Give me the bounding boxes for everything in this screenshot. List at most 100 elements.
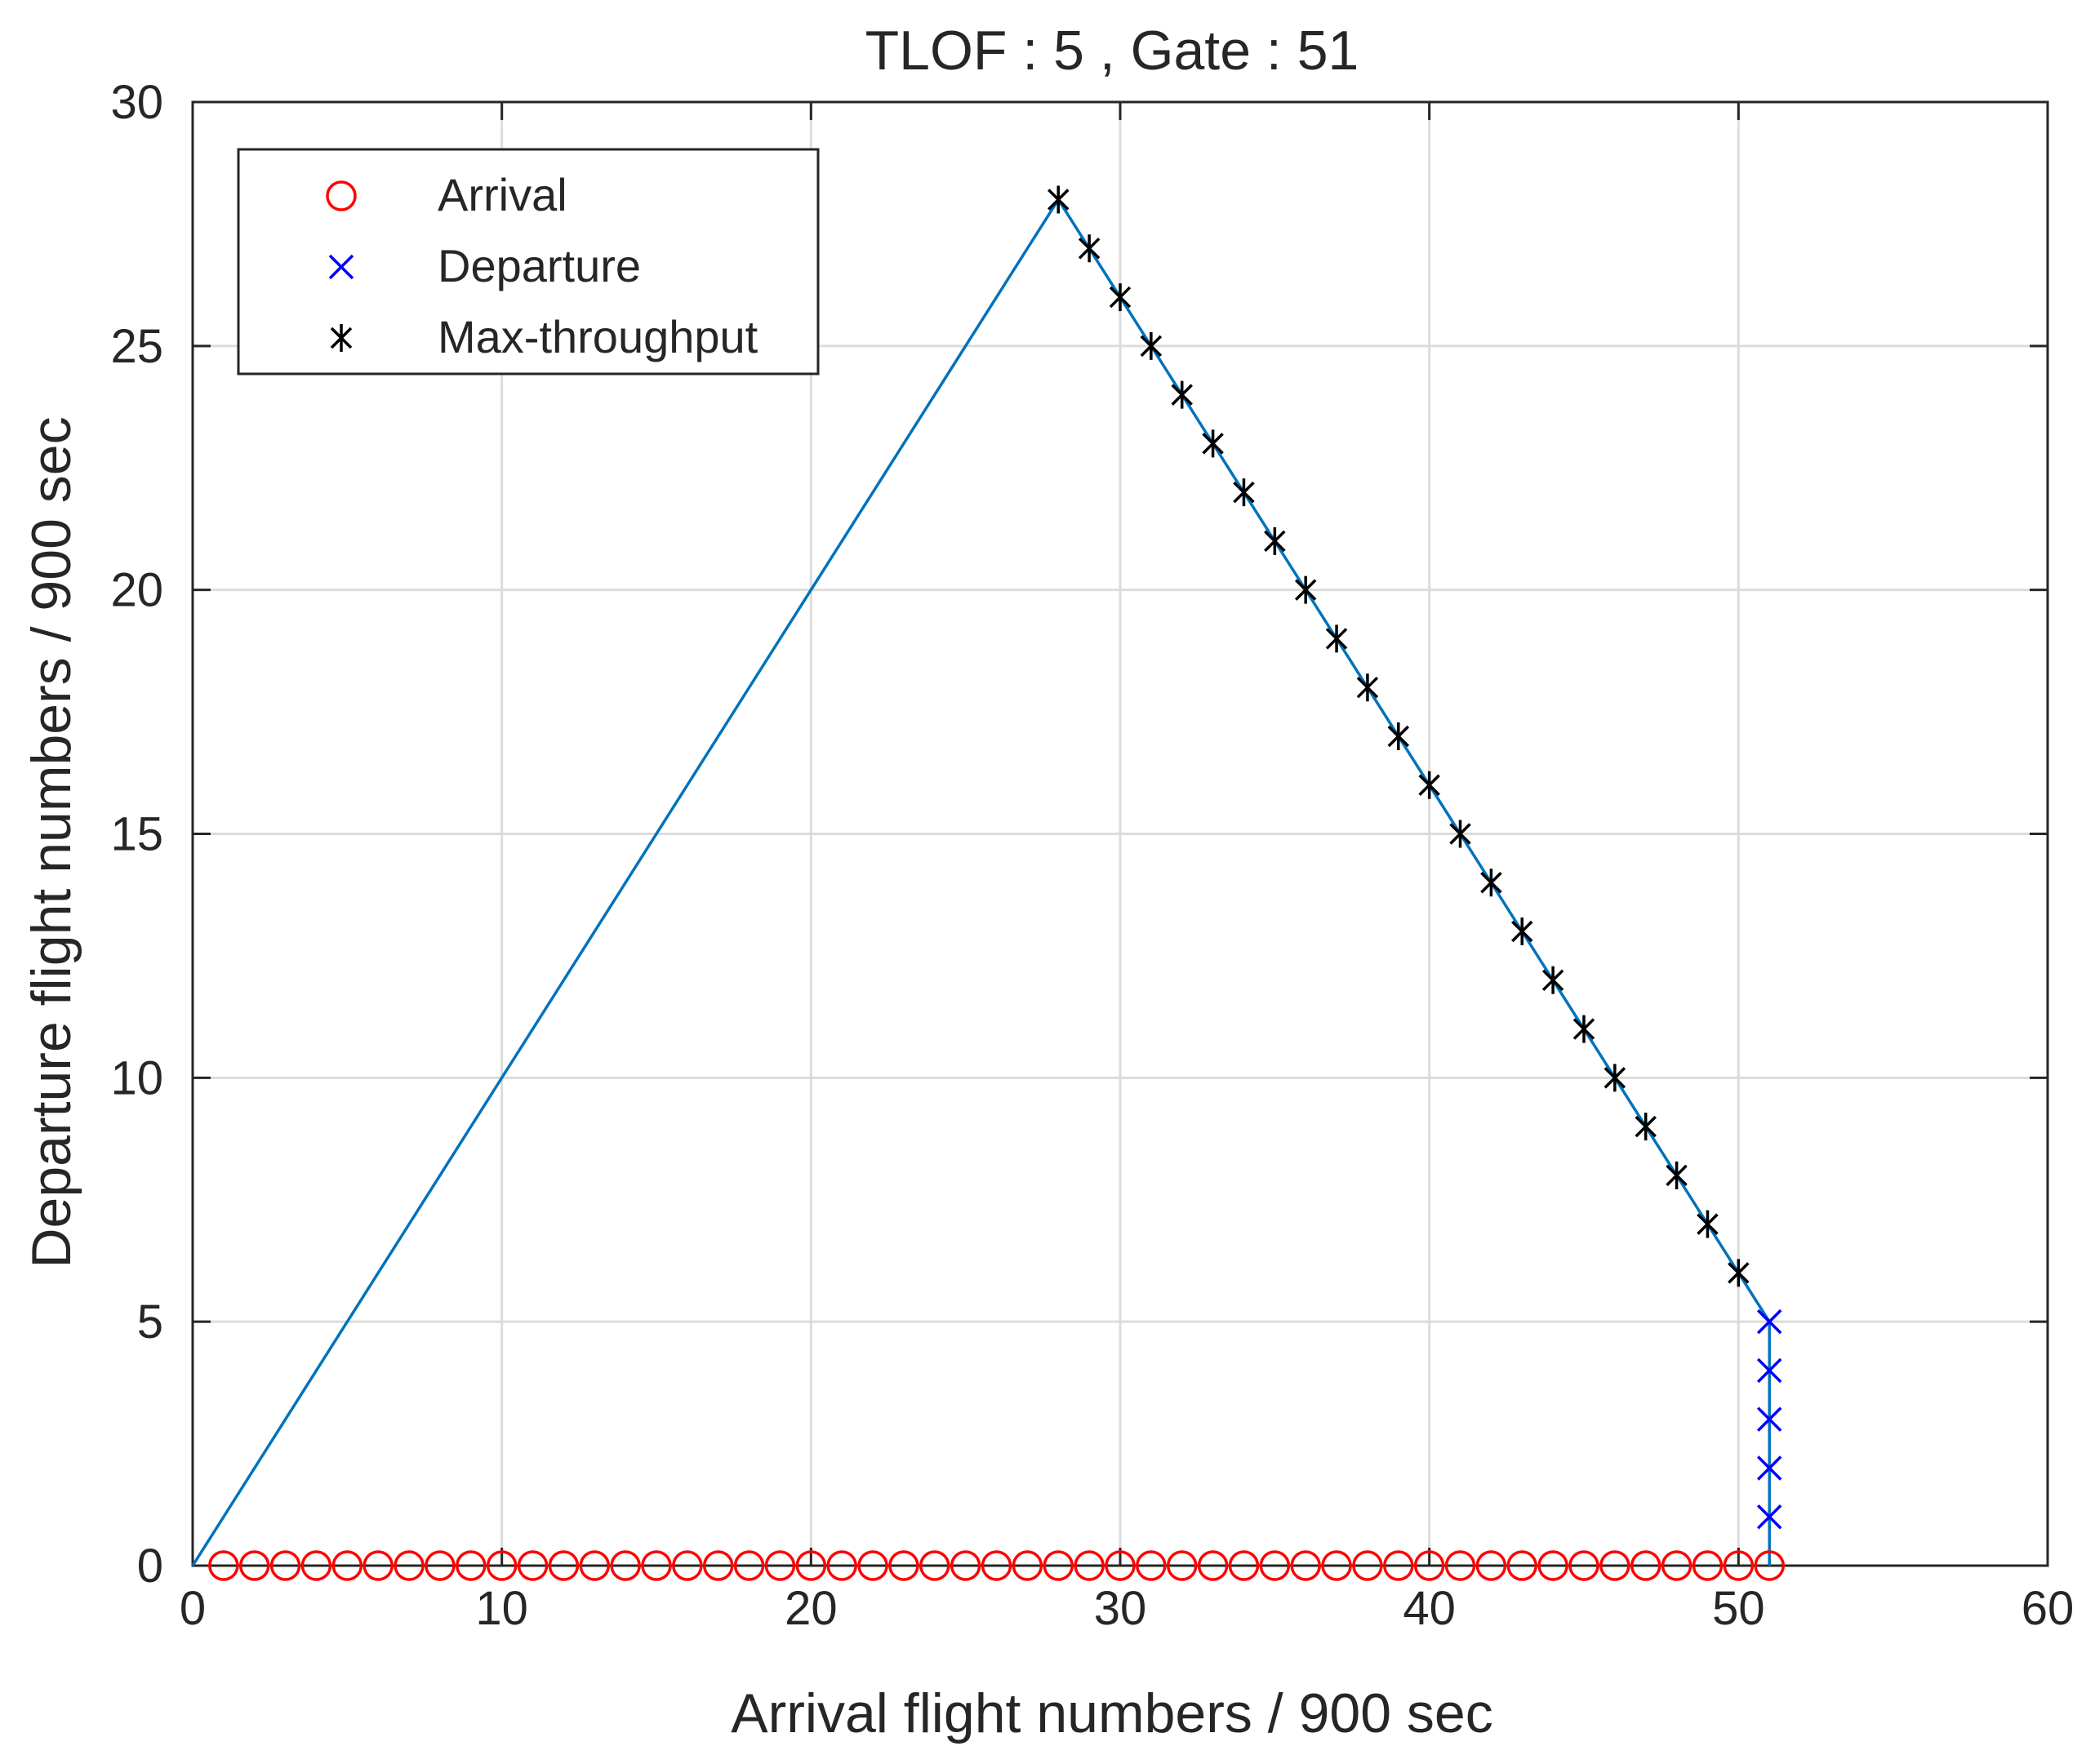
- y-tick-label: 0: [137, 1540, 163, 1593]
- boundary-line-layer: [191, 197, 1771, 1566]
- max-throughput-point: [1264, 527, 1286, 555]
- arrival-point: [456, 1550, 487, 1581]
- legend: Arrival Departure Max-throughput: [237, 148, 820, 375]
- arrival-point: [331, 1550, 363, 1581]
- arrival-point: [1723, 1550, 1755, 1581]
- arrival-point: [1352, 1550, 1383, 1581]
- arrival-point: [269, 1550, 301, 1581]
- y-tick-label: 15: [110, 808, 163, 861]
- max-throughput-point: [1449, 820, 1471, 848]
- arrival-point: [1630, 1550, 1661, 1581]
- arrival-point: [1105, 1550, 1136, 1581]
- x-tick-label: 0: [180, 1582, 206, 1635]
- arrival-point: [1568, 1550, 1599, 1581]
- arrival-point: [702, 1550, 734, 1581]
- marker-layer: [208, 185, 1785, 1581]
- arrival-point: [1043, 1550, 1074, 1581]
- arrival-point: [1383, 1550, 1414, 1581]
- arrival-point: [733, 1550, 765, 1581]
- arrival-point: [672, 1550, 703, 1581]
- y-tick-labels: 0 5 10 15 20 25 30: [110, 76, 163, 1593]
- max-throughput-point: [1202, 429, 1224, 458]
- arrival-point: [1506, 1550, 1538, 1581]
- arrival-point: [857, 1550, 888, 1581]
- max-throughput-point: [1572, 1015, 1595, 1043]
- arrival-point: [517, 1550, 549, 1581]
- max-throughput-point: [1233, 478, 1255, 507]
- max-throughput-point: [1387, 722, 1410, 750]
- x-tick-label: 50: [1712, 1582, 1765, 1635]
- arrival-point: [919, 1550, 950, 1581]
- arrival-point: [1599, 1550, 1630, 1581]
- max-throughput-point: [1603, 1064, 1626, 1092]
- x-tick-label: 60: [2022, 1582, 2075, 1635]
- max-throughput-point: [1140, 331, 1163, 360]
- max-throughput-point: [1048, 185, 1070, 214]
- arrival-point: [1074, 1550, 1105, 1581]
- departure-point: [1756, 1455, 1782, 1481]
- legend-marker-departure: [328, 254, 354, 280]
- max-throughput-point: [1480, 869, 1502, 897]
- arrival-point: [1444, 1550, 1476, 1581]
- max-throughput-point: [1078, 234, 1101, 263]
- arrival-point: [826, 1550, 857, 1581]
- x-tick-labels: 0 10 20 30 40 50 60: [180, 1582, 2074, 1635]
- max-throughput-point: [1171, 380, 1193, 409]
- y-tick-label: 5: [137, 1295, 163, 1349]
- legend-label-arrival: Arrival: [438, 169, 567, 220]
- arrival-point: [1290, 1550, 1321, 1581]
- x-tick-label: 30: [1094, 1582, 1147, 1635]
- arrival-point: [208, 1550, 239, 1581]
- legend-marker-arrival: [326, 180, 357, 211]
- arrival-point: [1475, 1550, 1507, 1581]
- x-tick-label: 10: [475, 1582, 528, 1635]
- departure-point: [1756, 1357, 1782, 1384]
- max-throughput-point: [1511, 918, 1533, 946]
- x-tick-label: 20: [785, 1582, 838, 1635]
- max-throughput-point: [1541, 966, 1564, 994]
- arrival-point: [394, 1550, 425, 1581]
- departure-point: [1756, 1309, 1782, 1335]
- arrival-point: [1661, 1550, 1692, 1581]
- axis-ticks: [191, 100, 2049, 1567]
- arrival-point: [486, 1550, 518, 1581]
- y-axis-label: Departure flight numbers / 900 sec: [20, 416, 82, 1268]
- max-throughput-point: [1294, 575, 1317, 604]
- arrival-point: [1012, 1550, 1043, 1581]
- chart-title: TLOF : 5 , Gate : 51: [865, 20, 1359, 82]
- arrival-point: [1537, 1550, 1568, 1581]
- legend-label-max-throughput: Max-throughput: [438, 311, 758, 362]
- x-tick-label: 40: [1403, 1582, 1456, 1635]
- arrival-point: [1166, 1550, 1198, 1581]
- arrival-point: [950, 1550, 981, 1581]
- max-throughput-point: [1418, 771, 1440, 799]
- arrival-point: [795, 1550, 827, 1581]
- max-throughput-point: [1109, 283, 1132, 312]
- arrival-point: [300, 1550, 332, 1581]
- departure-point: [1756, 1504, 1782, 1530]
- arrival-point: [764, 1550, 796, 1581]
- x-axis-label: Arrival flight numbers / 900 sec: [731, 1682, 1493, 1744]
- y-tick-label: 30: [110, 76, 163, 129]
- arrival-point: [641, 1550, 672, 1581]
- boundary-line: [191, 197, 1771, 1566]
- arrival-point: [1754, 1550, 1785, 1581]
- arrival-point: [1413, 1550, 1445, 1581]
- legend-marker-max-throughput: [330, 324, 353, 352]
- arrival-point: [888, 1550, 919, 1581]
- arrival-point: [1136, 1550, 1167, 1581]
- max-throughput-point: [1635, 1113, 1657, 1141]
- arrival-point: [425, 1550, 456, 1581]
- legend-label-departure: Departure: [438, 240, 641, 291]
- arrival-point: [981, 1550, 1012, 1581]
- arrival-point: [610, 1550, 641, 1581]
- max-throughput-point: [1356, 673, 1379, 702]
- arrival-point: [1228, 1550, 1260, 1581]
- arrival-point: [1692, 1550, 1724, 1581]
- arrival-point: [1197, 1550, 1229, 1581]
- max-throughput-point: [1325, 624, 1348, 653]
- y-tick-label: 20: [110, 564, 163, 617]
- y-tick-label: 10: [110, 1051, 163, 1104]
- arrival-point: [579, 1550, 611, 1581]
